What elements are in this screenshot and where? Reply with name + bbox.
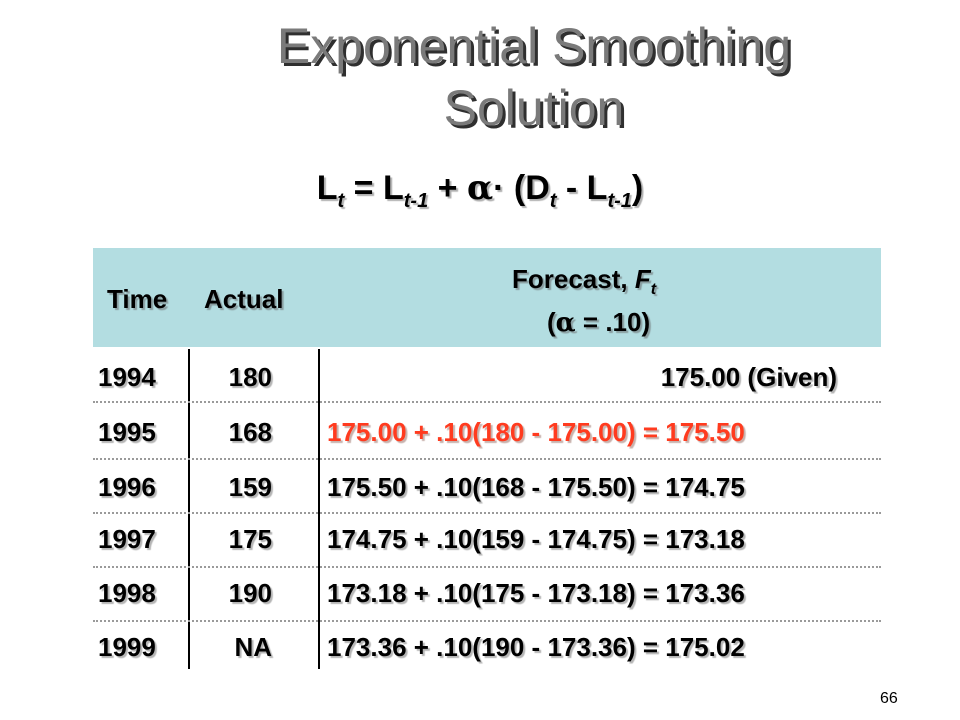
row-1999-actual: NA: [234, 632, 272, 662]
header-forecast-label: Forecast,: [512, 264, 635, 294]
row-1998-year: 1998: [98, 578, 156, 608]
slide-title-line-2: Solution: [443, 80, 625, 136]
formula-lhs-sub: t: [337, 189, 345, 212]
header-alpha-value: = .10): [575, 307, 651, 337]
row-divider: [93, 620, 881, 622]
table-header-band: [93, 248, 881, 347]
row-1995-year: 1995: [98, 417, 156, 447]
row-divider: [93, 401, 881, 403]
row-1995-actual: 168: [228, 417, 272, 447]
row-divider: [93, 458, 881, 460]
header-forecast-sub: t: [650, 281, 657, 299]
row-1994-forecast: 175.00 (Given): [660, 362, 837, 392]
formula-alpha-symbol: α: [466, 168, 494, 208]
formula-equals: =: [344, 169, 383, 207]
row-1999-forecast: 173.36 + .10(190 - 173.36) = 175.02: [327, 632, 745, 662]
smoothing-formula: Lt = Lt-1 + α· (Dt - Lt-1): [0, 168, 960, 213]
row-1997-forecast: 174.75 + .10(159 - 174.75) = 173.18: [327, 524, 745, 554]
formula-lhs: L: [316, 169, 338, 207]
header-actual: Actual: [204, 284, 284, 314]
formula-plus: +: [428, 169, 467, 207]
formula-demand-sub: t: [549, 189, 557, 212]
row-1994-year: 1994: [98, 362, 156, 392]
header-alpha-open: (: [547, 307, 556, 337]
header-forecast-symbol: F: [634, 264, 651, 294]
formula-prev-level-sub: t-1: [403, 189, 429, 212]
formula-minus: - L: [556, 169, 608, 207]
header-forecast: Forecast, Ft: [512, 264, 656, 299]
row-1999-year: 1999: [98, 632, 156, 662]
formula-level-sub: t-1: [607, 189, 632, 212]
row-1997-year: 1997: [98, 524, 156, 554]
header-time: Time: [107, 284, 168, 314]
row-1998-actual: 190: [228, 578, 272, 608]
header-alpha: (α = .10): [547, 307, 650, 338]
column-divider-time-actual: [188, 349, 190, 669]
formula-open: (D: [504, 169, 550, 207]
row-divider: [93, 566, 881, 568]
row-1996-year: 1996: [98, 472, 156, 502]
row-divider: [93, 512, 881, 514]
formula-close: ): [631, 169, 644, 207]
row-1994-actual: 180: [228, 362, 272, 392]
slide-title-line-1: Exponential Smoothing: [276, 18, 792, 74]
formula-dot: ·: [493, 169, 505, 207]
slide-number: 66: [880, 690, 898, 707]
row-1998-forecast: 173.18 + .10(175 - 173.18) = 173.36: [327, 578, 745, 608]
row-1996-forecast: 175.50 + .10(168 - 175.50) = 174.75: [327, 472, 745, 502]
column-divider-actual-forecast: [318, 349, 320, 669]
row-1997-actual: 175: [228, 524, 272, 554]
row-1995-forecast: 175.00 + .10(180 - 175.00) = 175.50: [327, 417, 745, 447]
row-1996-actual: 159: [228, 472, 272, 502]
header-alpha-symbol: α: [555, 308, 576, 338]
formula-prev-level: L: [382, 169, 404, 207]
